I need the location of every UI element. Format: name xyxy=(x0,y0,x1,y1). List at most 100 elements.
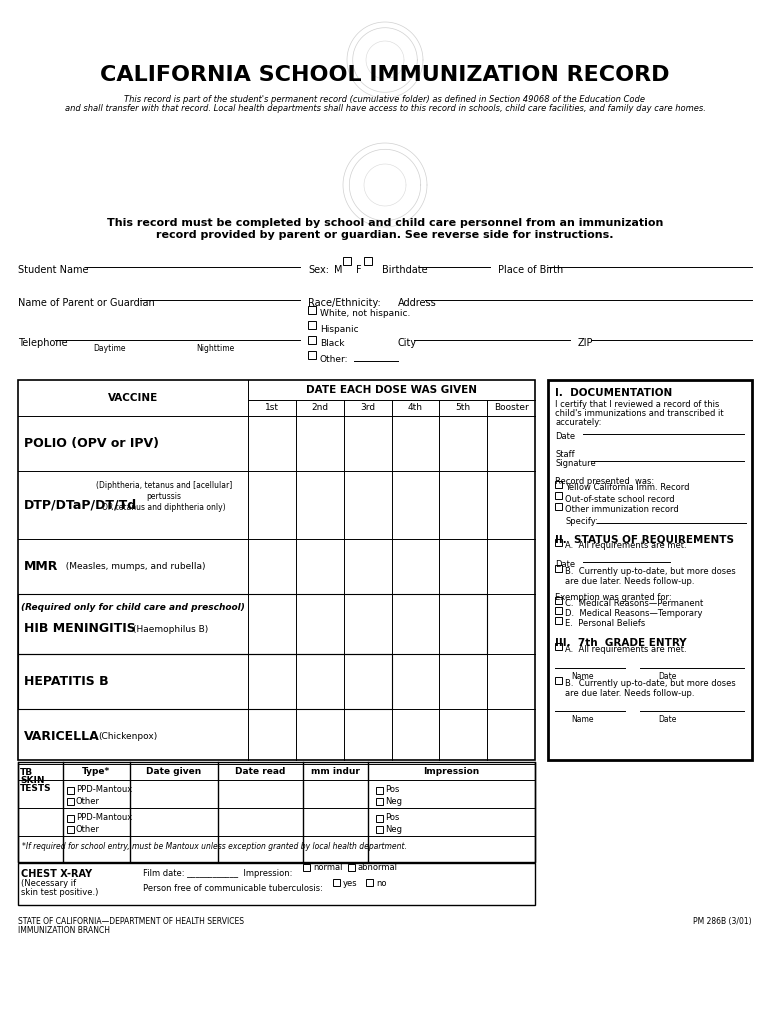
Text: Date: Date xyxy=(658,715,676,724)
Bar xyxy=(555,677,562,684)
Text: CHEST X-RAY: CHEST X-RAY xyxy=(21,869,92,879)
Text: child's immunizations and transcribed it: child's immunizations and transcribed it xyxy=(555,409,724,418)
Text: (Necessary if: (Necessary if xyxy=(21,879,76,888)
Text: Out-of-state school record: Out-of-state school record xyxy=(565,495,675,504)
Bar xyxy=(333,879,340,886)
Text: III.  7th  GRADE ENTRY: III. 7th GRADE ENTRY xyxy=(555,638,687,648)
Text: (Measles, mumps, and rubella): (Measles, mumps, and rubella) xyxy=(60,562,206,571)
Text: VARICELLA: VARICELLA xyxy=(24,730,100,743)
Text: (Required only for child care and preschool): (Required only for child care and presch… xyxy=(21,603,245,612)
Text: Race/Ethnicity:: Race/Ethnicity: xyxy=(308,298,380,308)
Text: mm indur: mm indur xyxy=(311,767,360,775)
Text: Signature: Signature xyxy=(555,459,596,468)
Bar xyxy=(364,257,372,265)
Text: Name: Name xyxy=(572,672,594,681)
Text: Date: Date xyxy=(555,432,575,441)
Bar xyxy=(376,826,383,833)
Text: and shall transfer with that record. Local health departments shall have access : and shall transfer with that record. Loc… xyxy=(65,104,705,113)
Bar xyxy=(376,815,383,822)
Bar xyxy=(555,539,562,546)
Bar xyxy=(308,306,316,314)
Text: ZIP: ZIP xyxy=(578,338,594,348)
Text: Exemption was granted for:: Exemption was granted for: xyxy=(555,593,671,602)
Text: Other: Other xyxy=(76,797,100,806)
Text: Other:: Other: xyxy=(320,354,349,364)
Text: 5th: 5th xyxy=(456,403,470,413)
Bar xyxy=(548,380,752,760)
Text: (Haemophilus B): (Haemophilus B) xyxy=(133,625,208,634)
Text: I certify that I reviewed a record of this: I certify that I reviewed a record of th… xyxy=(555,400,719,409)
Text: Birthdate: Birthdate xyxy=(382,265,427,275)
Bar xyxy=(308,351,316,359)
Text: STATE OF CALIFORNIA—DEPARTMENT OF HEALTH SERVICES: STATE OF CALIFORNIA—DEPARTMENT OF HEALTH… xyxy=(18,918,244,926)
Text: 4th: 4th xyxy=(408,403,423,413)
Text: Specify:: Specify: xyxy=(565,516,598,525)
Text: MMR: MMR xyxy=(24,560,59,573)
Text: are due later. Needs follow-up.: are due later. Needs follow-up. xyxy=(565,577,695,586)
Text: 2nd: 2nd xyxy=(311,403,328,413)
Bar xyxy=(366,879,373,886)
Text: M: M xyxy=(334,265,343,275)
Text: abnormal: abnormal xyxy=(358,863,398,872)
Text: PPD-Mantoux: PPD-Mantoux xyxy=(76,813,132,822)
Text: Impression: Impression xyxy=(424,767,480,775)
Text: Nighttime: Nighttime xyxy=(196,344,234,353)
Text: White, not hispanic.: White, not hispanic. xyxy=(320,309,410,318)
Text: HIB MENINGITIS: HIB MENINGITIS xyxy=(24,623,136,636)
Text: POLIO (OPV or IPV): POLIO (OPV or IPV) xyxy=(24,437,159,450)
Text: A.  All requirements are met.: A. All requirements are met. xyxy=(565,645,687,654)
Text: Type*: Type* xyxy=(82,767,111,775)
Text: B.  Currently up-to-date, but more doses: B. Currently up-to-date, but more doses xyxy=(565,567,736,577)
Text: B.  Currently up-to-date, but more doses: B. Currently up-to-date, but more doses xyxy=(565,680,736,688)
Text: normal: normal xyxy=(313,863,343,872)
Text: Address: Address xyxy=(398,298,437,308)
Text: This record must be completed by school and child care personnel from an immuniz: This record must be completed by school … xyxy=(107,218,663,228)
Text: Pos: Pos xyxy=(385,813,400,822)
Text: TB: TB xyxy=(20,768,33,777)
Text: CALIFORNIA SCHOOL IMMUNIZATION RECORD: CALIFORNIA SCHOOL IMMUNIZATION RECORD xyxy=(100,65,670,85)
Text: This record is part of the student's permanent record (cumulative folder) as def: This record is part of the student's per… xyxy=(125,95,645,104)
Text: DATE EACH DOSE WAS GIVEN: DATE EACH DOSE WAS GIVEN xyxy=(306,385,477,395)
Text: no: no xyxy=(376,879,387,888)
Text: PM 286B (3/01): PM 286B (3/01) xyxy=(693,918,752,926)
Bar xyxy=(555,617,562,624)
Text: Person free of communicable tuberculosis:: Person free of communicable tuberculosis… xyxy=(143,884,323,893)
Text: Staff: Staff xyxy=(555,450,574,459)
Bar xyxy=(343,257,351,265)
Text: (Chickenpox): (Chickenpox) xyxy=(98,732,157,741)
Text: I.  DOCUMENTATION: I. DOCUMENTATION xyxy=(555,388,672,398)
Bar xyxy=(555,492,562,499)
Text: Date: Date xyxy=(555,560,575,569)
Text: Daytime: Daytime xyxy=(94,344,126,353)
Text: Neg: Neg xyxy=(385,797,402,806)
Bar xyxy=(18,654,391,709)
Bar xyxy=(67,798,74,805)
Text: Pos: Pos xyxy=(385,785,400,795)
Text: Date: Date xyxy=(658,672,676,681)
Bar xyxy=(555,607,562,614)
Text: Booster: Booster xyxy=(494,403,528,413)
Bar xyxy=(376,787,383,794)
Bar xyxy=(555,643,562,650)
Text: F: F xyxy=(356,265,362,275)
Text: D.  Medical Reasons—Temporary: D. Medical Reasons—Temporary xyxy=(565,609,702,618)
Text: Date read: Date read xyxy=(236,767,286,775)
Text: Name of Parent or Guardian: Name of Parent or Guardian xyxy=(18,298,155,308)
Bar xyxy=(303,864,310,871)
Text: (Diphtheria, tetanus and [acellular]: (Diphtheria, tetanus and [acellular] xyxy=(96,481,232,490)
Text: City: City xyxy=(398,338,417,348)
Text: VACCINE: VACCINE xyxy=(108,393,158,403)
Text: Name: Name xyxy=(572,715,594,724)
Text: *If required for school entry, must be Mantoux unless exception granted by local: *If required for school entry, must be M… xyxy=(22,842,407,851)
Text: record provided by parent or guardian. See reverse side for instructions.: record provided by parent or guardian. S… xyxy=(156,230,614,240)
Bar xyxy=(18,594,487,654)
Text: Telephone: Telephone xyxy=(18,338,68,348)
Text: Yellow California Imm. Record: Yellow California Imm. Record xyxy=(565,483,689,493)
Bar xyxy=(67,826,74,833)
Text: yes: yes xyxy=(343,879,357,888)
Text: Other immunization record: Other immunization record xyxy=(565,506,678,514)
Text: E.  Personal Beliefs: E. Personal Beliefs xyxy=(565,620,645,629)
Bar xyxy=(308,336,316,344)
Text: II.  STATUS OF REQUIREMENTS: II. STATUS OF REQUIREMENTS xyxy=(555,534,734,544)
Text: Neg: Neg xyxy=(385,824,402,834)
